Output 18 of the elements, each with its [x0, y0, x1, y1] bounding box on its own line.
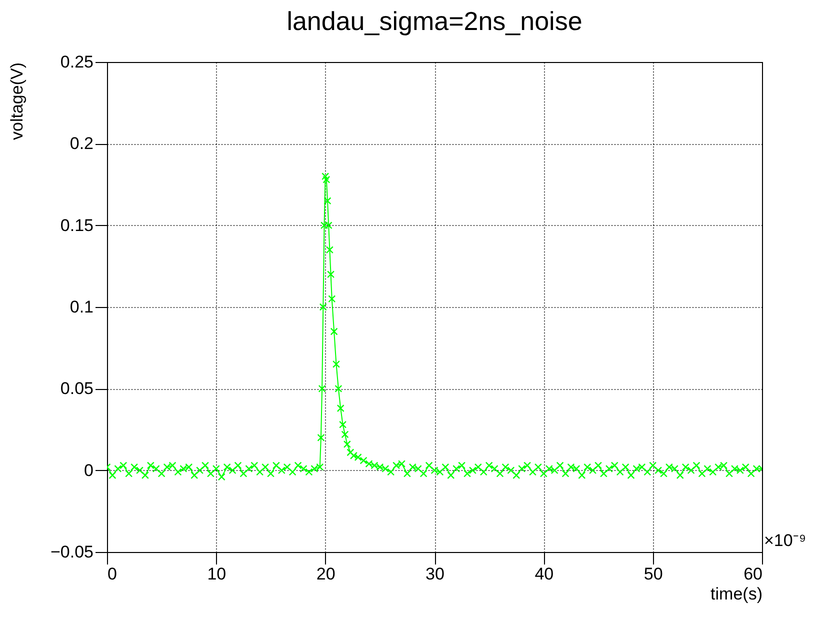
- x-tick-label: 50: [644, 564, 663, 584]
- x-tick-label: 40: [534, 564, 554, 584]
- y-axis-title: voltage(V): [7, 62, 26, 140]
- y-tick-label: 0.25: [60, 52, 94, 72]
- x-tick-label: 0: [108, 564, 117, 584]
- y-tick-label: −0.05: [50, 542, 94, 562]
- y-tick-label: 0.15: [60, 216, 94, 235]
- x-tick-label: 10: [207, 564, 226, 584]
- y-tick-label: 0.1: [70, 298, 94, 316]
- text: ×10⁻⁹: [764, 531, 806, 550]
- x-tick-label: 60: [744, 564, 762, 584]
- x-tick-label: 30: [426, 564, 444, 584]
- x-axis-title: time(s): [710, 584, 762, 604]
- y-tick-label: 0.05: [60, 379, 94, 398]
- chart-title: landau_sigma=2ns_noise: [286, 6, 582, 36]
- y-tick-label: 0.2: [70, 134, 94, 154]
- x-tick-label: 20: [316, 564, 336, 584]
- y-tick-label: 0: [84, 460, 94, 480]
